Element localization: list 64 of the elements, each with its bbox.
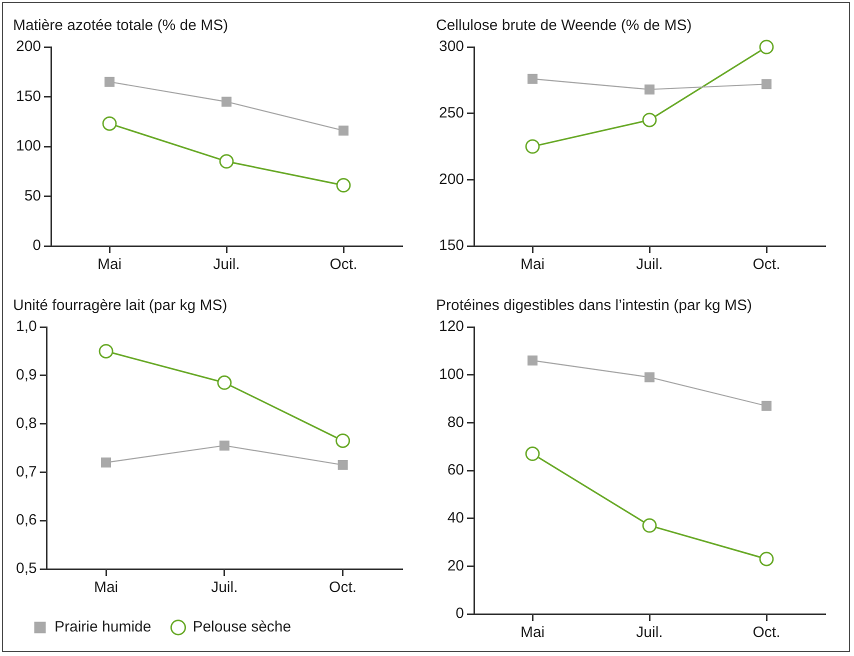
y-tick-label: 250	[438, 104, 464, 122]
point	[219, 440, 230, 451]
x-tick-label: Juil.	[636, 624, 663, 642]
y-tick-label: 0,6	[16, 512, 37, 529]
point	[336, 433, 350, 448]
y-tick-label: 0,8	[16, 414, 37, 432]
y-tick-label: 20	[447, 557, 464, 574]
point	[644, 84, 655, 94]
y-tick-label: 0,9	[16, 366, 37, 384]
point	[644, 372, 655, 382]
chart-title: Unité fourragère lait (par kg MS)	[13, 297, 228, 314]
x-tick-label: Mai	[94, 579, 118, 596]
y-tick-label: 150	[16, 88, 42, 105]
chart-title: Cellulose brute de Weende (% de MS)	[436, 17, 692, 34]
y-tick-label: 0,7	[16, 463, 37, 480]
y-tick-label: 0,5	[16, 560, 37, 578]
legend-label: Pelouse sèche	[192, 618, 292, 636]
point	[219, 154, 234, 169]
point	[528, 74, 538, 84]
y-tick-label: 200	[438, 170, 464, 188]
point	[762, 400, 772, 411]
legend-label: Prairie humide	[54, 618, 152, 636]
point	[759, 552, 774, 566]
y-tick-label: 50	[24, 187, 42, 204]
point	[336, 178, 351, 193]
point	[101, 458, 112, 468]
point	[102, 116, 117, 131]
point	[759, 40, 774, 54]
point	[98, 344, 114, 358]
y-tick-label: 200	[16, 38, 42, 56]
y-tick-label: 1,0	[16, 318, 37, 336]
point	[762, 79, 772, 90]
x-tick-label: Mai	[520, 256, 545, 274]
x-tick-label: Mai	[97, 256, 122, 274]
y-tick-label: 150	[438, 237, 464, 254]
x-tick-label: Oct.	[752, 624, 780, 642]
y-tick-label: 40	[447, 509, 464, 526]
x-tick-label: Oct.	[330, 256, 358, 274]
x-tick-label: Oct.	[329, 579, 357, 596]
point	[642, 518, 657, 533]
y-tick-label: 300	[438, 38, 464, 56]
point	[217, 375, 232, 390]
chart-title: Protéines digestibles dans l’intestin (par kg MS)	[436, 297, 752, 314]
point	[104, 76, 115, 87]
y-tick-label: 0	[32, 237, 42, 254]
point	[525, 139, 540, 154]
point	[525, 446, 540, 462]
chart-title: Matière azotée totale (% de MS)	[13, 17, 228, 34]
y-tick-label: 100	[438, 366, 464, 383]
point	[338, 126, 348, 136]
x-tick-label: Oct.	[752, 256, 780, 274]
y-tick-label: 0	[456, 605, 464, 622]
point	[642, 112, 657, 128]
point	[528, 355, 538, 366]
point	[222, 96, 232, 107]
x-tick-label: Juil.	[636, 256, 663, 274]
x-tick-label: Juil.	[213, 256, 240, 274]
y-tick-label: 120	[438, 318, 464, 336]
x-tick-label: Juil.	[211, 579, 238, 596]
y-tick-label: 60	[447, 462, 464, 479]
y-tick-label: 80	[447, 414, 464, 431]
point	[338, 460, 348, 470]
x-tick-label: Mai	[520, 624, 545, 642]
y-tick-label: 100	[16, 138, 42, 155]
